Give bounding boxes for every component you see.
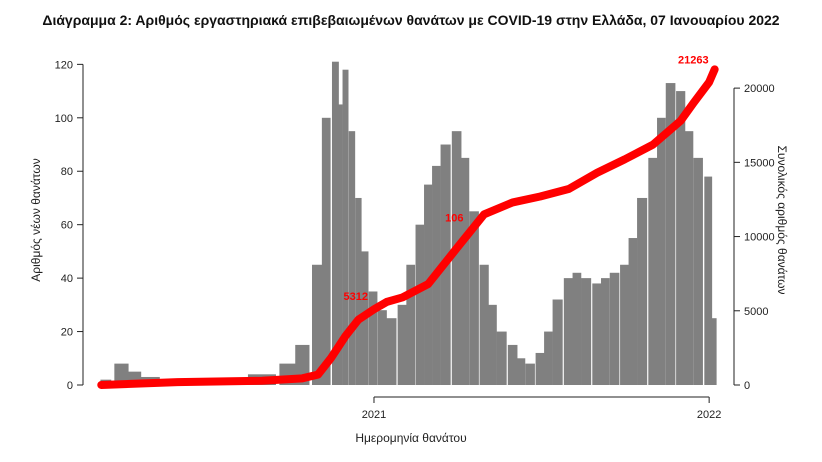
bar bbox=[496, 331, 507, 385]
bar bbox=[114, 363, 129, 385]
bar bbox=[386, 318, 397, 385]
bar bbox=[581, 278, 592, 385]
y2-axis-label: Συνολικός αριθμός θανάτων bbox=[775, 145, 789, 294]
y-tick-label: 40 bbox=[61, 273, 73, 285]
bar bbox=[331, 61, 339, 385]
x-tick-label: 2022 bbox=[697, 409, 721, 421]
bar bbox=[397, 304, 408, 385]
bar bbox=[469, 211, 479, 385]
y-tick-label: 0 bbox=[67, 380, 73, 392]
y-tick-label: 100 bbox=[55, 113, 73, 125]
bars-layer bbox=[100, 61, 717, 386]
bar bbox=[525, 363, 535, 385]
annotation-label: 5312 bbox=[343, 291, 367, 303]
bar bbox=[406, 264, 416, 385]
bar bbox=[342, 69, 349, 385]
bar bbox=[648, 157, 658, 385]
bar bbox=[609, 272, 620, 385]
bar bbox=[676, 91, 686, 385]
y-tick-label: 120 bbox=[55, 59, 73, 71]
bar bbox=[592, 283, 602, 385]
bar bbox=[544, 331, 553, 385]
bar bbox=[337, 104, 343, 385]
y2-tick-label: 15000 bbox=[744, 157, 775, 169]
bar bbox=[552, 299, 563, 385]
bar bbox=[572, 272, 582, 385]
bar bbox=[563, 278, 574, 385]
annotation-label: 106 bbox=[445, 213, 463, 225]
bar bbox=[620, 264, 630, 385]
bar bbox=[460, 157, 470, 385]
bar bbox=[488, 304, 497, 385]
bar bbox=[628, 238, 638, 385]
cumulative-line-layer bbox=[97, 65, 719, 389]
x-tick-label: 2021 bbox=[362, 409, 386, 421]
y2-tick-label: 5000 bbox=[744, 306, 768, 318]
x-axis-label: Ημερομηνία θανάτου bbox=[355, 431, 466, 445]
axes-layer: 0 20 40 60 80 100 120 0 5000 10000 15000 20000 2021 2… bbox=[55, 59, 775, 421]
chart-title: Διάγραμμα 2: Αριθμός εργαστηριακά επιβεβ… bbox=[42, 12, 779, 28]
bar bbox=[516, 358, 526, 385]
bar bbox=[355, 197, 362, 385]
bar bbox=[710, 318, 717, 385]
bar bbox=[535, 352, 545, 385]
bar bbox=[693, 157, 703, 385]
y-tick-label: 80 bbox=[61, 166, 73, 178]
cumulative-line bbox=[97, 65, 719, 389]
bar bbox=[368, 291, 378, 385]
bar bbox=[415, 224, 425, 385]
bar bbox=[601, 278, 610, 385]
bar bbox=[507, 344, 518, 385]
y-axis-label: Αριθμός νέων θανάτων bbox=[29, 158, 43, 281]
annotations-layer: 5312 106 21263 bbox=[343, 54, 708, 303]
bar bbox=[704, 176, 713, 385]
bar bbox=[684, 131, 694, 385]
bar bbox=[637, 197, 648, 385]
bar bbox=[657, 117, 666, 386]
bar bbox=[665, 83, 676, 385]
bar bbox=[348, 131, 356, 385]
y-tick-label: 20 bbox=[61, 327, 73, 339]
bar bbox=[377, 310, 387, 385]
y2-tick-label: 10000 bbox=[744, 232, 775, 244]
bar bbox=[321, 117, 331, 386]
bar bbox=[312, 264, 324, 385]
y-tick-label: 60 bbox=[61, 220, 73, 232]
bar bbox=[479, 264, 489, 385]
y2-tick-label: 20000 bbox=[744, 83, 775, 95]
bar bbox=[451, 131, 462, 385]
annotation-label: 21263 bbox=[678, 54, 709, 66]
y2-tick-label: 0 bbox=[744, 380, 750, 392]
